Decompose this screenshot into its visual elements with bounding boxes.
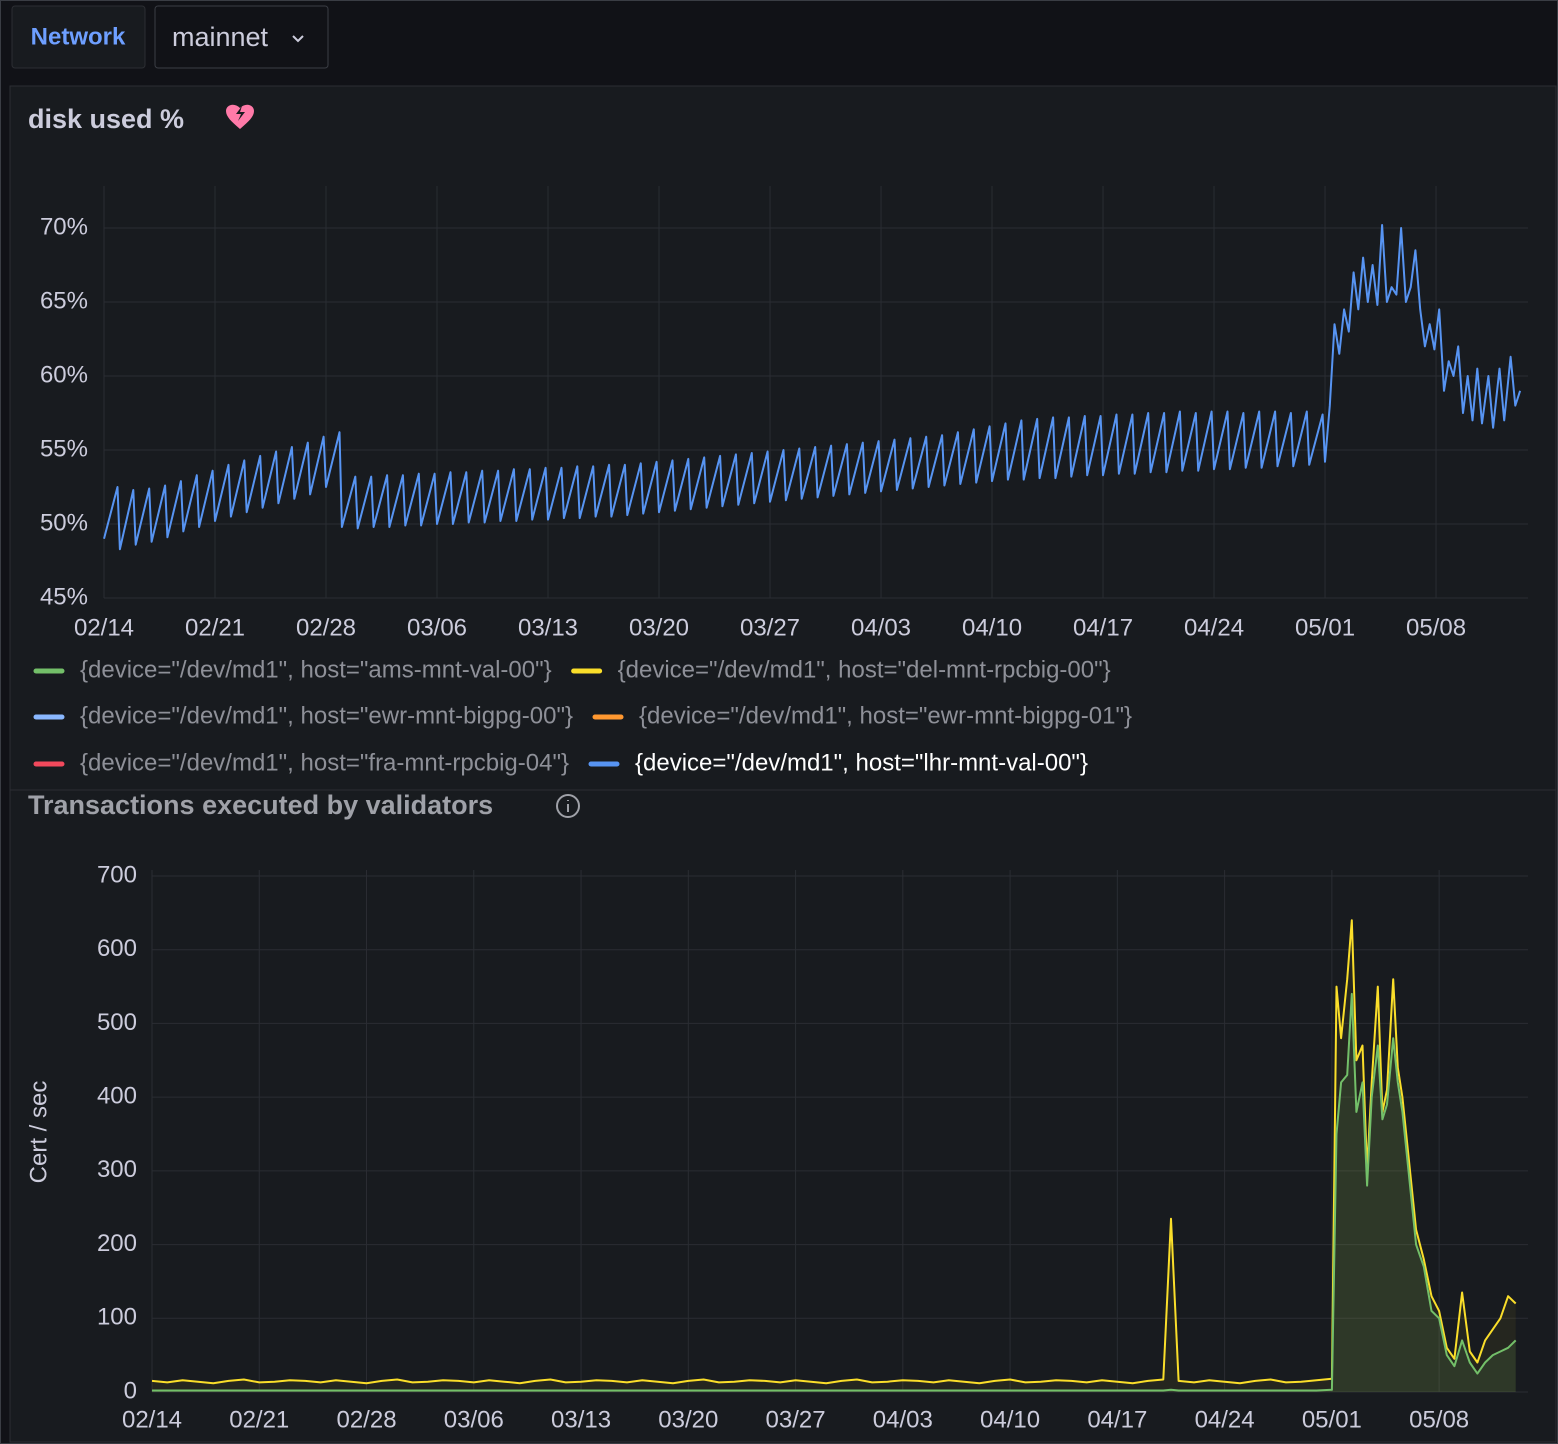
legend-label[interactable]: {device="/dev/md1", host="ams-mnt-val-00…	[80, 656, 552, 683]
panel	[10, 790, 1556, 1442]
variable-label: Network	[31, 23, 126, 50]
x-tick-label: 03/13	[518, 614, 578, 641]
y-tick-label: 60%	[40, 361, 88, 388]
x-tick-label: 03/20	[629, 614, 689, 641]
y-axis-label: Cert / sec	[25, 1081, 52, 1184]
y-tick-label: 200	[97, 1230, 137, 1257]
x-tick-label: 04/24	[1195, 1406, 1255, 1433]
x-tick-label: 04/17	[1073, 614, 1133, 641]
x-tick-label: 02/28	[336, 1406, 396, 1433]
legend-label[interactable]: {device="/dev/md1", host="lhr-mnt-val-00…	[635, 749, 1088, 776]
y-tick-label: 45%	[40, 583, 88, 610]
y-tick-label: 55%	[40, 435, 88, 462]
x-tick-label: 03/27	[740, 614, 800, 641]
panel-title: disk used %	[28, 104, 184, 134]
x-tick-label: 05/01	[1295, 614, 1355, 641]
legend-label[interactable]: {device="/dev/md1", host="ewr-mnt-bigpg-…	[80, 702, 573, 729]
x-tick-label: 04/24	[1184, 614, 1244, 641]
panel-title: Transactions executed by validators	[28, 790, 493, 820]
y-tick-label: 0	[124, 1377, 137, 1404]
x-tick-label: 03/27	[766, 1406, 826, 1433]
y-tick-label: 500	[97, 1009, 137, 1036]
x-tick-label: 03/06	[407, 614, 467, 641]
y-tick-label: 300	[97, 1156, 137, 1183]
y-tick-label: 600	[97, 935, 137, 962]
variable-value[interactable]: mainnet	[172, 22, 269, 52]
x-tick-label: 02/14	[122, 1406, 182, 1433]
legend-label[interactable]: {device="/dev/md1", host="ewr-mnt-bigpg-…	[639, 702, 1132, 729]
x-tick-label: 03/13	[551, 1406, 611, 1433]
y-tick-label: 50%	[40, 509, 88, 536]
legend-label[interactable]: {device="/dev/md1", host="fra-mnt-rpcbig…	[80, 749, 569, 776]
x-tick-label: 05/08	[1406, 614, 1466, 641]
x-tick-label: 05/01	[1302, 1406, 1362, 1433]
legend-label[interactable]: {device="/dev/md1", host="del-mnt-rpcbig…	[618, 656, 1111, 683]
x-tick-label: 02/28	[296, 614, 356, 641]
x-tick-label: 03/06	[444, 1406, 504, 1433]
x-tick-label: 04/17	[1087, 1406, 1147, 1433]
y-tick-label: 65%	[40, 287, 88, 314]
y-tick-label: 400	[97, 1082, 137, 1109]
x-tick-label: 02/14	[74, 614, 134, 641]
x-tick-label: 04/10	[980, 1406, 1040, 1433]
x-tick-label: 05/08	[1409, 1406, 1469, 1433]
x-tick-label: 04/10	[962, 614, 1022, 641]
y-tick-label: 70%	[40, 213, 88, 240]
x-tick-label: 02/21	[229, 1406, 289, 1433]
y-tick-label: 100	[97, 1304, 137, 1331]
x-tick-label: 04/03	[851, 614, 911, 641]
x-tick-label: 02/21	[185, 614, 245, 641]
x-tick-label: 03/20	[658, 1406, 718, 1433]
x-tick-label: 04/03	[873, 1406, 933, 1433]
y-tick-label: 700	[97, 861, 137, 888]
